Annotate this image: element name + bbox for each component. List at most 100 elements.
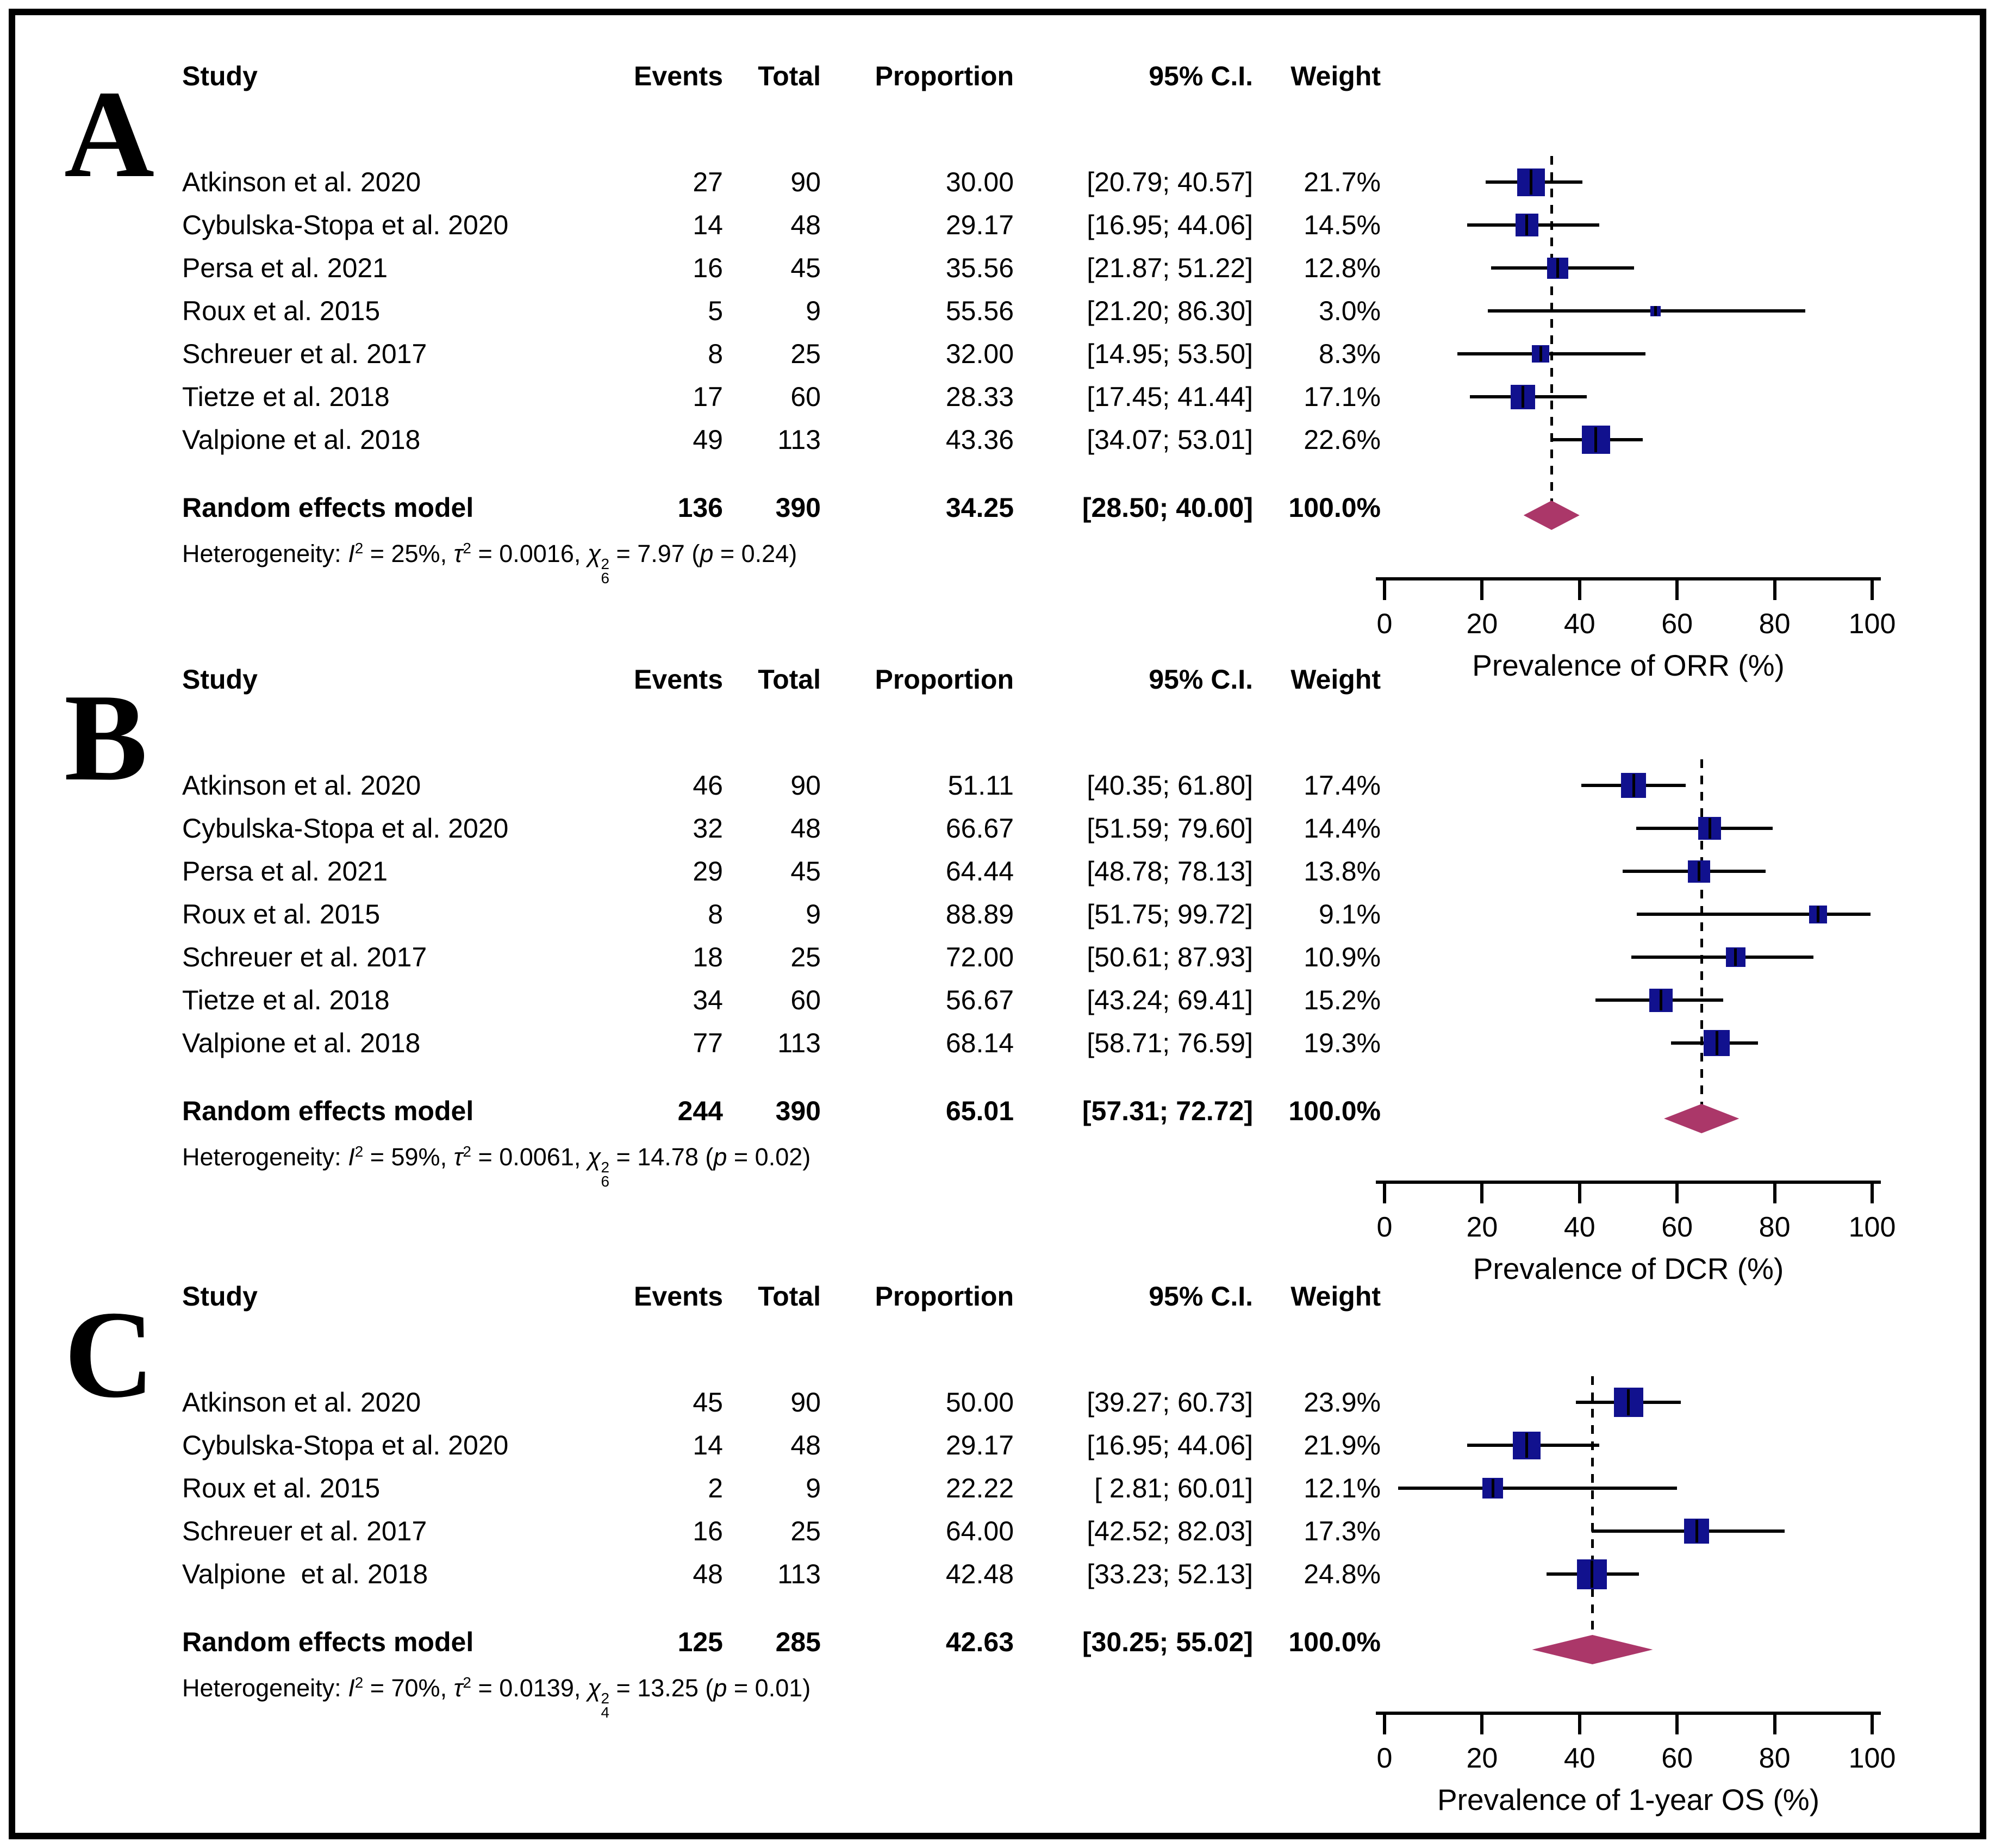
x-axis-tick	[1675, 579, 1679, 600]
study-row: Roux et al. 2015 8 9 88.89 [51.75; 99.72] 9.1…	[182, 898, 1381, 931]
pooled-row-study: Random effects model	[182, 492, 474, 523]
point-estimate-tick	[1590, 1560, 1593, 1588]
study-row-weight: 17.4%	[1304, 770, 1381, 801]
study-row-total: 25	[790, 339, 821, 369]
study-row-total: 45	[790, 253, 821, 283]
study-row-proportion: 35.56	[945, 253, 1014, 283]
study-row-study: Roux et al. 2015	[182, 1473, 381, 1503]
study-row-ci: [20.79; 40.57]	[1087, 167, 1253, 197]
study-row-total: 48	[790, 210, 821, 240]
study-row-study: Atkinson et al. 2020	[182, 770, 421, 801]
forest-plot-C: 0 20 40 60 80 100 Prevalence of 1-year OS (%)	[1370, 1280, 1968, 1825]
x-axis-tick-label: 20	[1466, 608, 1498, 640]
study-row-weight: 17.1%	[1304, 382, 1381, 412]
study-row-study: Valpione et al. 2018	[182, 1028, 421, 1058]
study-row-proportion: 51.11	[947, 770, 1014, 801]
study-row: Cybulska-Stopa et al. 2020 14 48 29.17 [16.9…	[182, 209, 1381, 241]
ci-whisker	[1398, 1487, 1678, 1490]
pooled-diamond	[1523, 501, 1580, 530]
study-row-study: Tietze et al. 2018	[182, 382, 390, 412]
study-row-total: 25	[790, 1516, 821, 1546]
study-row-ci: [48.78; 78.13]	[1087, 856, 1253, 886]
study-row-proportion: 30.00	[945, 167, 1014, 197]
study-row-proportion: 28.33	[945, 382, 1014, 412]
study-row-proportion: 29.17	[945, 210, 1014, 240]
study-row-events: 2	[708, 1473, 723, 1503]
study-row-proportion: 64.44	[945, 856, 1014, 886]
point-estimate-tick	[1632, 774, 1635, 797]
x-axis-tick-label: 100	[1848, 1743, 1896, 1774]
point-estimate-tick	[1654, 306, 1657, 316]
study-row: Persa et al. 2021 16 45 35.56 [21.87; 51.22]…	[182, 252, 1381, 284]
study-row-ci: [58.71; 76.59]	[1087, 1028, 1253, 1058]
study-row-proportion: 55.56	[945, 296, 1014, 326]
study-table-B: Study Events Total Proportion 95% C.I. Weight…	[182, 663, 1381, 1294]
x-axis-tick	[1480, 1714, 1484, 1734]
study-row: Atkinson et al. 2020 27 90 30.00 [20.79; 40.…	[182, 166, 1381, 198]
study-row-proportion: 32.00	[945, 339, 1014, 369]
x-axis-tick-label: 20	[1466, 1743, 1498, 1774]
pooled-row-weight: 100.0%	[1288, 1096, 1381, 1126]
panel-B: B Study Events Total Proportion 95% C.I. Weigh…	[0, 663, 1995, 1294]
table-header-proportion: Proportion	[875, 1281, 1014, 1312]
study-row-events: 18	[693, 942, 723, 972]
x-axis-tick	[1578, 1714, 1581, 1734]
study-row-proportion: 56.67	[945, 985, 1014, 1015]
x-axis-title: Prevalence of DCR (%)	[1473, 1252, 1784, 1285]
panel-letter-B: B	[64, 668, 148, 807]
ci-whisker	[1488, 309, 1806, 313]
x-axis-tick-label: 100	[1848, 1212, 1896, 1243]
x-axis-tick-label: 40	[1563, 608, 1595, 640]
study-row-proportion: 43.36	[945, 424, 1014, 455]
study-row-study: Schreuer et al. 2017	[182, 1516, 427, 1546]
pooled-row-proportion: 34.25	[945, 492, 1014, 523]
forest-plot-B: 0 20 40 60 80 100 Prevalence of DCR (%)	[1370, 663, 1968, 1294]
study-row-events: 17	[693, 382, 723, 412]
study-row: Roux et al. 2015 2 9 22.22 [ 2.81; 60.01] 12.…	[182, 1472, 1381, 1504]
study-row-events: 16	[693, 1516, 723, 1546]
study-row-study: Roux et al. 2015	[182, 296, 381, 326]
table-header-total: Total	[758, 61, 821, 91]
study-row-study: Tietze et al. 2018	[182, 985, 390, 1015]
study-row-proportion: 64.00	[945, 1516, 1014, 1546]
table-header-study: Study	[182, 61, 258, 91]
table-header-total: Total	[758, 1281, 821, 1312]
study-row-study: Schreuer et al. 2017	[182, 339, 427, 369]
study-row-study: Atkinson et al. 2020	[182, 1387, 421, 1418]
study-row-events: 8	[708, 899, 723, 929]
study-row-ci: [51.75; 99.72]	[1087, 899, 1253, 929]
study-row-weight: 22.6%	[1304, 424, 1381, 455]
study-row-proportion: 22.22	[945, 1473, 1014, 1503]
x-axis-tick-label: 0	[1376, 608, 1393, 640]
study-row-ci: [21.20; 86.30]	[1087, 296, 1253, 326]
table-header: Study Events Total Proportion 95% C.I. Weight	[182, 60, 1381, 92]
x-axis-tick	[1871, 1183, 1874, 1203]
x-axis-tick-label: 60	[1661, 1743, 1693, 1774]
study-row-total: 90	[790, 770, 821, 801]
study-row-weight: 9.1%	[1319, 899, 1381, 929]
study-row-weight: 8.3%	[1319, 339, 1381, 369]
pooled-dashed-line	[1550, 156, 1553, 515]
study-row-events: 27	[693, 167, 723, 197]
x-axis-title: Prevalence of ORR (%)	[1472, 648, 1785, 682]
study-row-proportion: 29.17	[945, 1430, 1014, 1460]
study-row-events: 34	[693, 985, 723, 1015]
study-row-study: Persa et al. 2021	[182, 253, 388, 283]
study-row-proportion: 66.67	[945, 813, 1014, 844]
study-row-study: Schreuer et al. 2017	[182, 942, 427, 972]
table-header-ci: 95% C.I.	[1149, 61, 1253, 91]
study-row: Cybulska-Stopa et al. 2020 14 48 29.17 [16.9…	[182, 1429, 1381, 1462]
study-row: Schreuer et al. 2017 16 25 64.00 [42.52; 82.…	[182, 1515, 1381, 1547]
point-estimate-tick	[1708, 818, 1711, 839]
table-header: Study Events Total Proportion 95% C.I. Weight	[182, 1280, 1381, 1313]
study-row-ci: [17.45; 41.44]	[1087, 382, 1253, 412]
point-estimate-tick	[1491, 1478, 1494, 1498]
study-row-ci: [39.27; 60.73]	[1087, 1387, 1253, 1418]
panel-letter-A: A	[64, 65, 155, 203]
study-row-total: 25	[790, 942, 821, 972]
study-row-events: 16	[693, 253, 723, 283]
study-row-total: 60	[790, 382, 821, 412]
